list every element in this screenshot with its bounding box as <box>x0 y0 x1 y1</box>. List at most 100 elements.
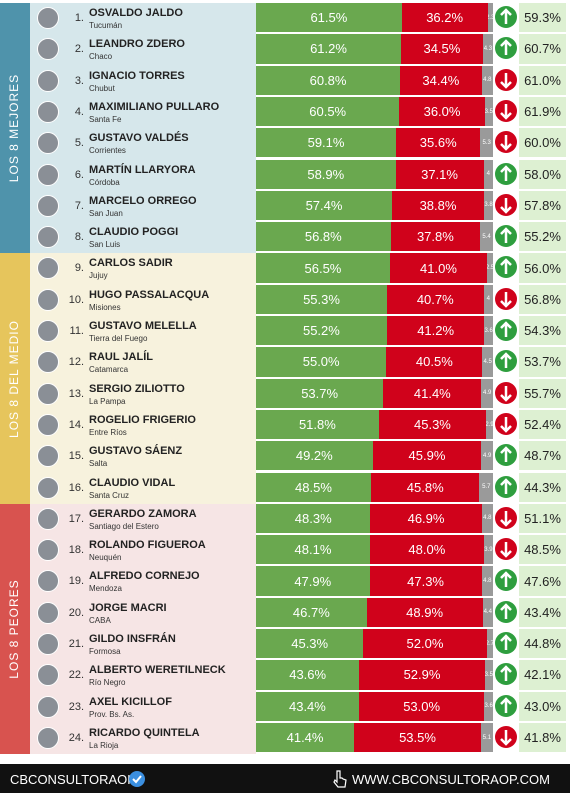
approve-bar <box>256 65 401 95</box>
trend-arrow <box>494 568 518 592</box>
previous-value: 48.7% <box>519 441 566 471</box>
approve-label: 43.4% <box>288 698 326 714</box>
trend-arrow <box>494 506 518 530</box>
rank: 10. <box>68 293 84 306</box>
province: CABA <box>89 615 111 625</box>
disapprove-bar <box>359 660 485 690</box>
governor-name: ALFREDO CORNEJO <box>89 570 200 583</box>
approve-label: 47.9% <box>294 573 332 589</box>
province: La Rioja <box>89 740 119 750</box>
rank: 3. <box>74 74 84 87</box>
trend-arrow <box>494 68 518 92</box>
rank: 14. <box>68 418 84 431</box>
approve-bar <box>256 660 360 690</box>
approve-bar <box>256 222 391 252</box>
trend-arrow <box>494 631 518 655</box>
disapprove-label: 48.0% <box>408 542 446 558</box>
other-bar: 3.8 <box>483 190 493 221</box>
governor-name: OSVALDO JALDO <box>89 7 183 19</box>
governor-name: ALBERTO WERETILNECK <box>89 664 226 677</box>
photo <box>37 413 59 436</box>
disapprove-label: 52.0% <box>406 636 444 652</box>
other-bar: 3.6 <box>484 691 493 721</box>
disapprove-label: 45.8% <box>406 479 444 495</box>
photo <box>37 695 59 718</box>
photo <box>37 194 59 217</box>
approve-bar <box>256 472 371 502</box>
province: Prov. Bs. As. <box>89 709 135 719</box>
approve-bar <box>256 566 370 596</box>
rank: 13. <box>68 387 84 400</box>
approve-bar <box>256 409 379 440</box>
province: Tierra del Fuego <box>89 334 148 343</box>
disapprove-bar <box>369 535 484 565</box>
province: La Pampa <box>89 396 126 406</box>
province: Mendoza <box>89 584 122 594</box>
previous-value: 44.8% <box>519 629 566 659</box>
rank: 20. <box>68 606 84 619</box>
photo <box>37 351 59 374</box>
disapprove-label: 41.4% <box>413 385 451 401</box>
approve-bar <box>256 284 388 314</box>
trend-arrow <box>494 537 518 561</box>
other-bar: 5.1 <box>480 722 493 753</box>
previous-value: 60.7% <box>519 34 566 64</box>
photo <box>37 7 59 29</box>
approve-bar <box>256 535 370 565</box>
disapprove-bar <box>354 722 481 753</box>
previous-value: 55.7% <box>519 378 566 408</box>
other-bar: 4.4 <box>482 597 493 627</box>
footer-website: WWW.CBCONSULTORAOP.COM <box>352 772 550 787</box>
trend-arrow <box>494 255 518 279</box>
disapprove-bar <box>399 96 485 127</box>
trend-arrow <box>494 193 518 217</box>
approve-bar <box>256 722 355 753</box>
disapprove-bar <box>390 222 481 252</box>
approve-bar <box>256 34 402 64</box>
governor-name: CLAUDIO VIDAL <box>89 476 176 489</box>
province: Neuquén <box>89 553 122 563</box>
approve-label: 53.7% <box>301 385 339 401</box>
disapprove-label: 37.8% <box>416 229 454 245</box>
province: Santa Fe <box>89 114 122 124</box>
previous-value: 57.8% <box>519 190 566 221</box>
governor-name: MARCELO ORREGO <box>89 194 197 207</box>
previous-value: 48.5% <box>519 535 566 565</box>
disapprove-label: 41.2% <box>417 323 455 339</box>
trend-arrow <box>494 287 518 311</box>
disapprove-label: 35.6% <box>419 135 457 151</box>
governor-name: ROGELIO FRIGERIO <box>89 413 196 426</box>
governor-name: SERGIO ZILIOTTO <box>89 382 185 395</box>
trend-arrow <box>494 99 518 123</box>
photo <box>37 726 59 749</box>
photo <box>37 69 59 92</box>
province: Chubut <box>89 83 115 93</box>
approve-label: 57.4% <box>305 197 343 213</box>
governor-name: JORGE MACRI <box>89 601 167 614</box>
previous-value: 59.3% <box>519 3 566 33</box>
disapprove-bar <box>378 409 487 440</box>
other-bar: 3.6 <box>484 316 493 346</box>
previous-value: 56.0% <box>519 253 566 283</box>
disapprove-bar <box>366 597 483 627</box>
governor-name: RICARDO QUINTELA <box>89 726 200 739</box>
disapprove-bar <box>386 347 483 377</box>
governor-name: GERARDO ZAMORA <box>89 507 197 520</box>
rank: 5. <box>74 137 84 150</box>
approve-label: 43.6% <box>289 667 327 683</box>
other-bar: 3.5 <box>484 96 493 127</box>
group-label: LOS 8 MEJORES <box>7 74 21 183</box>
rank: 19. <box>68 575 84 588</box>
governor-name: AXEL KICILLOF <box>89 695 172 708</box>
disapprove-label: 34.4% <box>422 72 460 88</box>
approve-bar <box>256 159 396 189</box>
disapprove-label: 48.9% <box>406 604 444 620</box>
approve-label: 41.4% <box>286 730 324 746</box>
trend-arrow <box>494 694 518 718</box>
approve-label: 61.5% <box>310 10 348 26</box>
province: Salta <box>89 459 108 469</box>
other-bar: 4.8 <box>481 65 493 95</box>
disapprove-label: 37.1% <box>421 166 458 182</box>
province: Formosa <box>89 647 121 656</box>
